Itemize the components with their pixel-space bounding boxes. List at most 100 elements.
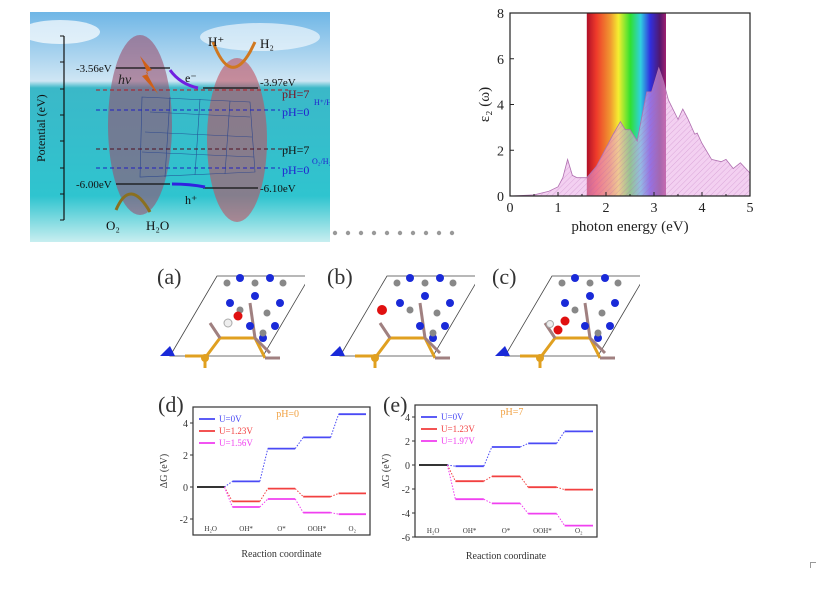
o-ph0-label: pH=0 xyxy=(282,163,309,177)
scheme-axis-label: Potential (eV) xyxy=(34,94,48,162)
nitrogen-atom xyxy=(406,274,414,282)
h-ph0-label: pH=0 xyxy=(282,105,309,119)
category-label: O₂ xyxy=(575,527,583,535)
nitrogen-atom xyxy=(236,274,244,282)
nitrogen-atom xyxy=(396,299,404,307)
x-tick-label: 5 xyxy=(747,201,754,216)
epsilon2-hatch xyxy=(510,67,750,197)
hole-arrow-icon xyxy=(171,182,206,189)
nitrogen-atom xyxy=(606,322,614,330)
free-energy-chart-d: (d) U=0V U=1.23V U=1.56V pH=0 H₂O OH* O* OOH* O₂ -… xyxy=(158,392,371,560)
connector-U=0V xyxy=(294,437,304,449)
nitrogen-atom xyxy=(581,322,589,330)
carbon-atom xyxy=(393,279,401,287)
x-tick-label: 1 xyxy=(555,201,562,216)
ph-annotation: pH=0 xyxy=(276,409,299,420)
legend-label: U=1.97V xyxy=(441,436,475,446)
oxygen-atom xyxy=(233,311,243,321)
bond xyxy=(373,337,392,359)
o-ph7-label: pH=7 xyxy=(282,143,309,157)
sublattice-bonds xyxy=(185,336,267,368)
nitrogen-atom xyxy=(246,322,254,330)
nitrogen-atom xyxy=(226,299,234,307)
connector-U=1.56V xyxy=(294,498,304,513)
hplus-label: H⁺ xyxy=(208,34,224,49)
nitrogen-atom xyxy=(276,299,284,307)
bond xyxy=(203,337,222,359)
h2-evolution-arrow-icon xyxy=(211,41,257,69)
panel-label: (e) xyxy=(383,392,407,417)
nitrogen-atom xyxy=(611,299,619,307)
bond xyxy=(588,336,607,355)
electron-label: e⁻ xyxy=(185,71,197,85)
absorption-chart: 0 1 2 3 4 5 0 2 4 6 8 photon energy (eV) ε₂ (ω) xyxy=(477,7,754,235)
sublattice-bonds-2 xyxy=(378,302,450,360)
y-axis-label: ε₂ (ω) xyxy=(477,87,493,122)
connector-U=1.23V xyxy=(223,486,233,502)
carbon-atom xyxy=(223,279,231,287)
bond xyxy=(208,322,222,339)
plot-frame xyxy=(192,406,371,536)
bond xyxy=(423,336,442,355)
sulfur-atom xyxy=(201,354,209,362)
y-tick-label: 2 xyxy=(183,451,188,462)
dot-separator xyxy=(332,230,455,236)
carbon-atom xyxy=(406,306,414,314)
connector-U=1.23V xyxy=(556,486,565,491)
o2-evolution-arrow-icon xyxy=(114,192,152,213)
structure-panel: (c) xyxy=(492,264,640,368)
connector-U=1.23V xyxy=(483,475,493,482)
ph-annotation: pH=7 xyxy=(501,407,524,418)
connector-U=1.97V xyxy=(519,503,529,514)
y-tick-label: 2 xyxy=(405,437,410,448)
photon-label: hν xyxy=(118,73,132,88)
y-tick-label: -6 xyxy=(402,533,410,544)
connector-U=1.97V xyxy=(446,464,456,500)
x-tick-label: 2 xyxy=(603,201,610,216)
bond xyxy=(378,322,392,339)
vbm-right-label: -6.10eV xyxy=(260,183,296,195)
panel-label: (a) xyxy=(157,264,181,289)
x-tick-label: 0 xyxy=(507,201,514,216)
y-tick-label: 0 xyxy=(405,461,410,472)
connector-U=1.97V xyxy=(556,513,566,526)
connector-U=1.56V xyxy=(259,498,269,508)
h-couple-label: H⁺/H₂ xyxy=(314,98,330,107)
h2-label: H₂ xyxy=(260,36,274,51)
connector-U=0V xyxy=(556,431,566,444)
y-tick-label: 6 xyxy=(497,53,504,68)
nitrogen-atom xyxy=(429,334,437,342)
oxygen-atom xyxy=(377,305,387,315)
nitrogen-atom xyxy=(446,299,454,307)
y-tick-label: 2 xyxy=(497,144,504,159)
nitrogen-atom xyxy=(441,322,449,330)
connector-U=1.23V xyxy=(294,488,304,497)
unit-cell-outline xyxy=(504,275,640,357)
connector-U=0V xyxy=(483,446,493,467)
electron-arrow-icon xyxy=(168,69,199,90)
category-label: O₂ xyxy=(349,525,357,533)
structure-panel: (b) xyxy=(327,264,475,368)
left-semiconductor-ellipse xyxy=(108,35,172,215)
x-tick-label: 3 xyxy=(651,201,658,216)
bond xyxy=(583,302,592,339)
x-axis-label: Reaction coordinate xyxy=(466,551,547,562)
y-tick-label: -2 xyxy=(180,515,188,526)
category-label: O* xyxy=(502,527,511,535)
sulfur-atom xyxy=(371,354,379,362)
sulfur-atom xyxy=(536,354,544,362)
edge-atom-icon xyxy=(160,346,175,356)
vbm-left-label: -6.00eV xyxy=(76,179,112,191)
carbon-atom xyxy=(598,309,606,317)
hole-label: h⁺ xyxy=(185,193,197,207)
y-tick-label: -4 xyxy=(402,509,410,520)
carbon-atom xyxy=(594,329,602,337)
edge-atom-icon xyxy=(495,346,510,356)
panel-label: (b) xyxy=(327,264,353,289)
carbon-atom xyxy=(259,329,267,337)
y-tick-label: 4 xyxy=(183,419,188,430)
nitrogen-atom xyxy=(561,299,569,307)
y-axis-label: ΔG (eV) xyxy=(159,454,170,488)
nitrogen-atom xyxy=(271,322,279,330)
connector-U=0V xyxy=(519,442,529,448)
